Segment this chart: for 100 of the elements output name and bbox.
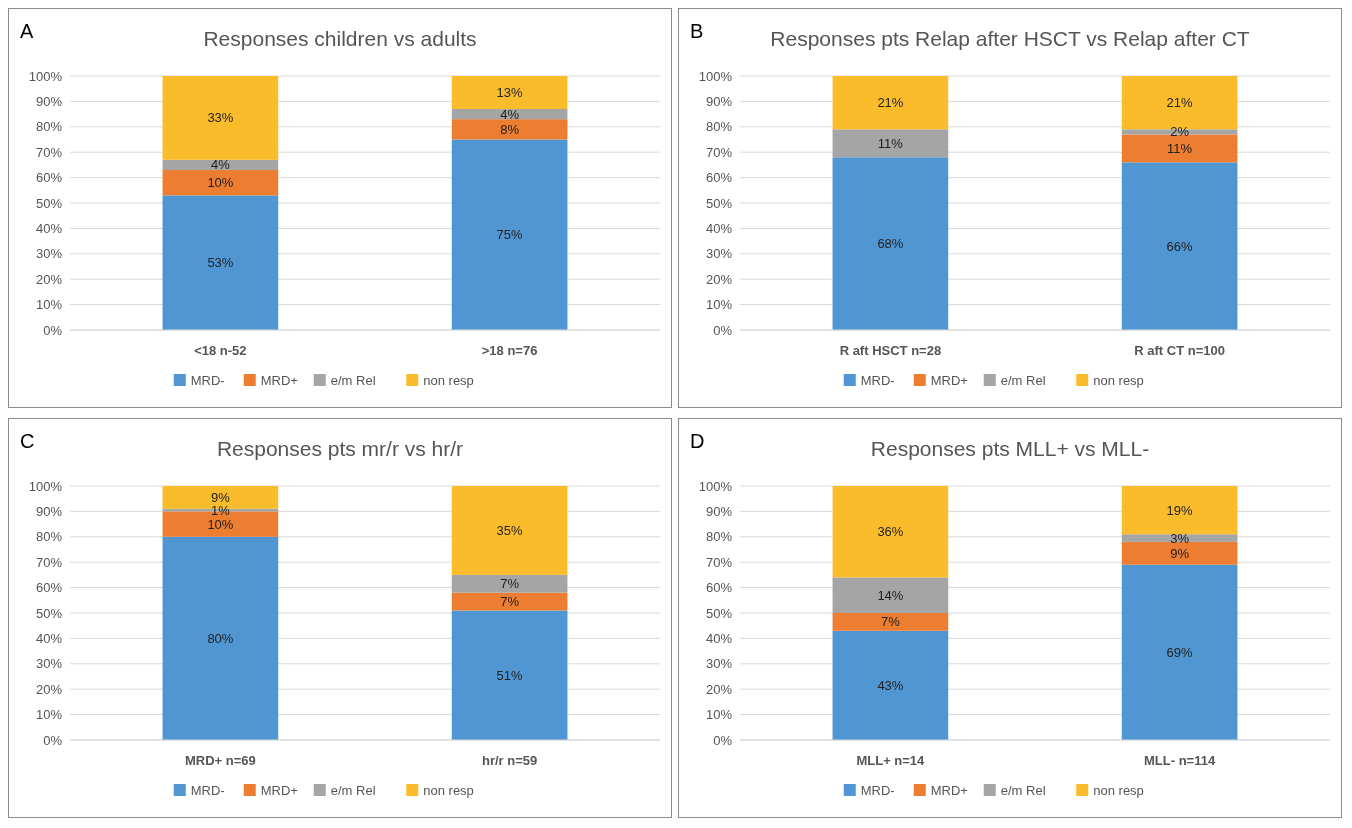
y-tick-label: 100% <box>28 478 63 494</box>
data-label: 8% <box>500 121 520 137</box>
data-label: 36% <box>877 524 904 540</box>
data-label: 13% <box>496 85 524 101</box>
x-tick-label: R aft HSCT n=28 <box>839 343 942 358</box>
data-label: 7% <box>500 576 520 592</box>
bar <box>832 486 949 578</box>
data-label: 68% <box>877 236 904 252</box>
y-tick-label: 70% <box>705 144 733 160</box>
chart-title: Responses children vs adults <box>203 27 477 50</box>
legend-label: e/m Rel <box>330 372 376 388</box>
y-tick-label: 80% <box>705 529 733 545</box>
y-tick-label: 50% <box>35 605 63 621</box>
data-label: 19% <box>1166 502 1194 518</box>
bar <box>1121 534 1238 542</box>
y-tick-label: 80% <box>35 529 63 545</box>
data-label: 75% <box>496 227 524 243</box>
bar <box>451 139 568 330</box>
y-tick-label: 90% <box>35 503 63 519</box>
text: A <box>20 20 34 42</box>
bar <box>451 486 568 575</box>
y-tick-label: 20% <box>35 271 63 287</box>
y-tick-label: 50% <box>705 605 733 621</box>
y-tick-label: 20% <box>35 681 63 697</box>
x-tick-label: MRD+ n=69 <box>184 753 256 768</box>
y-tick-label: 20% <box>705 681 733 697</box>
data-label: 14% <box>877 587 904 603</box>
legend-label: non resp <box>1093 372 1144 388</box>
y-tick-label: 10% <box>705 707 733 723</box>
bar <box>162 195 279 330</box>
bar <box>832 157 949 330</box>
text: B <box>690 20 704 42</box>
y-tick-label: 40% <box>705 220 733 236</box>
y-tick-label: 50% <box>705 195 733 211</box>
x-tick-label: R aft CT n=100 <box>1134 343 1225 358</box>
bar <box>1121 134 1238 163</box>
legend-label: non resp <box>423 372 474 388</box>
y-tick-label: 60% <box>35 170 63 186</box>
text: C <box>20 430 35 452</box>
chart-title: Responses pts Relap after HSCT vs Relap after CT <box>770 27 1250 50</box>
y-tick-label: 40% <box>35 630 63 646</box>
legend-label: e/m Rel <box>1000 372 1046 388</box>
bar <box>1121 486 1238 535</box>
legend-label: e/m Rel <box>330 782 376 798</box>
legend-label: non resp <box>1093 782 1144 798</box>
y-tick-label: 40% <box>705 630 733 646</box>
y-tick-label: 30% <box>705 656 733 672</box>
y-tick-label: 30% <box>35 246 63 262</box>
data-label: 80% <box>207 630 234 646</box>
legend-label: MRD- <box>190 372 225 388</box>
data-label: 9% <box>210 489 231 505</box>
y-tick-label: 70% <box>705 554 733 570</box>
bar <box>1121 162 1238 330</box>
data-label: 66% <box>1166 238 1194 254</box>
y-tick-label: 60% <box>705 170 733 186</box>
bar <box>832 630 949 740</box>
data-label: 21% <box>877 95 904 111</box>
legend-label: MRD+ <box>930 782 968 798</box>
data-label: 4% <box>210 157 231 173</box>
bar <box>451 76 568 110</box>
data-label: 9% <box>1170 545 1190 561</box>
x-tick-label: MLL+ n=14 <box>856 753 926 768</box>
bar <box>451 592 568 611</box>
chart-title: Responses pts MLL+ vs MLL- <box>870 437 1150 460</box>
bar <box>451 574 568 593</box>
legend-label: MRD- <box>860 782 895 798</box>
y-tick-label: 0% <box>713 732 733 748</box>
data-label: 7% <box>880 614 901 630</box>
y-tick-label: 10% <box>35 297 63 313</box>
y-tick-label: 90% <box>705 93 733 109</box>
bar <box>451 610 568 740</box>
bar <box>451 119 568 140</box>
y-tick-label: 10% <box>705 297 733 313</box>
y-tick-label: 50% <box>35 195 63 211</box>
data-label: 43% <box>877 677 904 693</box>
bar <box>832 613 949 631</box>
y-tick-label: 30% <box>705 246 733 262</box>
legend-label: e/m Rel <box>1000 782 1046 798</box>
x-tick-label: <18 n-52 <box>194 343 247 358</box>
x-tick-label: MLL- n=114 <box>1144 753 1216 768</box>
y-tick-label: 100% <box>698 478 733 494</box>
y-tick-label: 20% <box>705 271 733 287</box>
data-label: 35% <box>496 523 524 538</box>
bar <box>832 76 949 130</box>
data-label: 10% <box>207 175 234 191</box>
y-tick-label: 0% <box>43 732 63 748</box>
legend-label: MRD+ <box>260 782 298 798</box>
y-tick-label: 30% <box>35 656 63 672</box>
data-label: 11% <box>877 135 904 151</box>
bar <box>162 536 279 740</box>
data-label: 69% <box>1166 644 1194 660</box>
data-label: 51% <box>496 667 524 683</box>
y-tick-label: 70% <box>35 554 63 570</box>
data-label: 10% <box>207 516 234 532</box>
bar <box>162 169 279 196</box>
text: D <box>690 430 705 452</box>
data-label: 7% <box>500 594 520 610</box>
data-label: 11% <box>1167 140 1193 156</box>
data-label: 1% <box>210 502 231 518</box>
y-tick-label: 100% <box>28 68 63 84</box>
